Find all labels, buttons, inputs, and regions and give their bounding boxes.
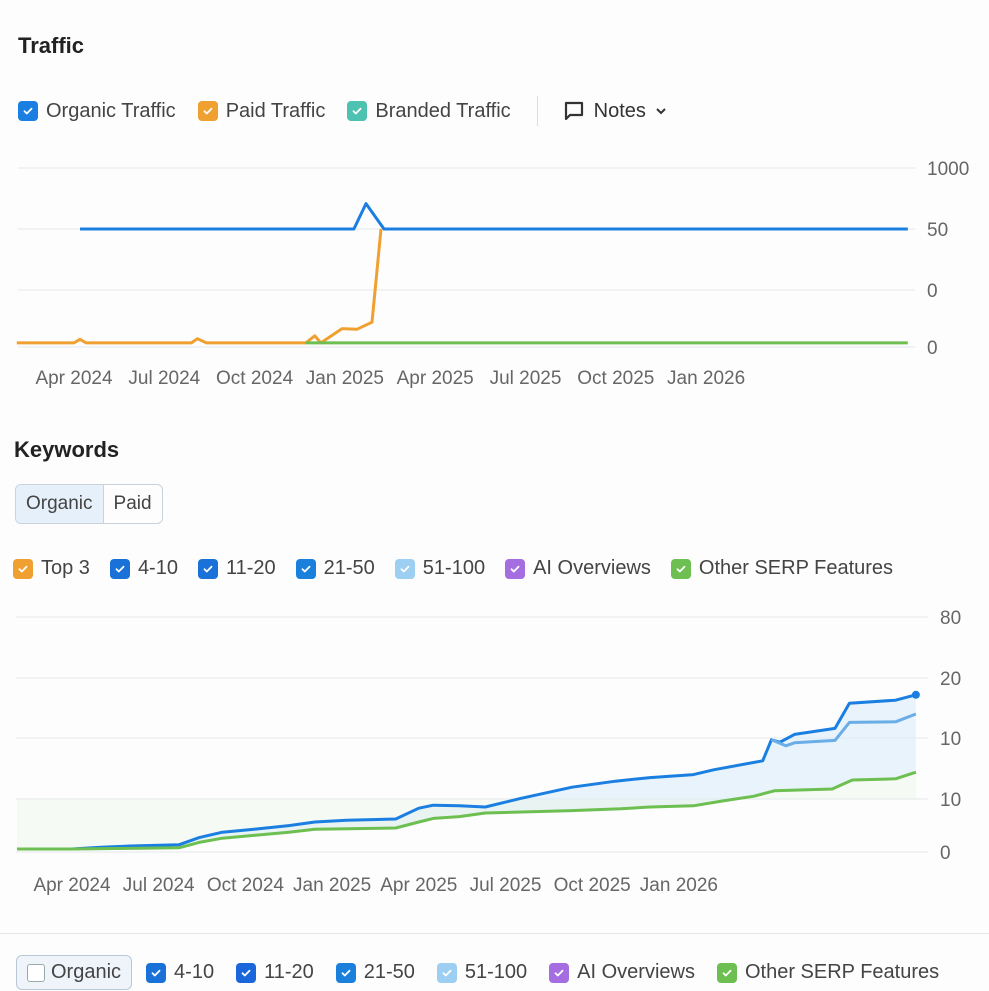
x-tick-label: Oct 2025 xyxy=(577,368,654,389)
series-line-total-4-10-to-51-100- xyxy=(17,693,917,851)
filter-4-10[interactable]: 4-10 xyxy=(146,961,214,984)
checkbox-checked-icon[interactable] xyxy=(236,962,257,983)
filter-ai-overviews[interactable]: AI Overviews xyxy=(549,961,695,984)
legend-branded-traffic[interactable]: Branded Traffic xyxy=(347,99,511,123)
x-tick-label: Apr 2024 xyxy=(35,368,113,389)
x-tick-label: Oct 2024 xyxy=(216,368,294,389)
legend-other-serp-features[interactable]: Other SERP Features xyxy=(670,557,894,580)
y-tick-label: 10 xyxy=(940,790,961,811)
legend-label: 51-100 xyxy=(464,961,528,983)
organic-filter-chip[interactable]: Organic xyxy=(16,955,133,990)
traffic-title: Traffic xyxy=(18,33,85,58)
series-line-51-100-lower-band xyxy=(770,712,917,748)
divider xyxy=(0,933,989,934)
checkbox-checked-icon[interactable] xyxy=(347,101,368,121)
legend-label: Branded Traffic xyxy=(375,99,511,122)
checkbox-checked-icon[interactable] xyxy=(197,558,218,579)
traffic-legend: Organic Traffic Paid Traffic Branded Tra… xyxy=(18,96,677,126)
last-point-marker xyxy=(911,690,920,699)
legend-11-20[interactable]: 11-20 xyxy=(197,557,276,580)
legend-4-10[interactable]: 4-10 xyxy=(109,557,178,580)
x-tick-label: Jul 2025 xyxy=(470,875,542,896)
legend-label: 51-100 xyxy=(422,557,486,579)
x-tick-label: Oct 2024 xyxy=(207,875,285,896)
y-tick-label: 0 xyxy=(927,281,938,302)
legend-organic-traffic[interactable]: Organic Traffic xyxy=(18,100,176,123)
x-tick-label: Apr 2025 xyxy=(380,875,457,896)
legend-label: Paid Traffic xyxy=(225,99,326,122)
keywords-chart: 0 10 10 20 80 Apr 2024 Jul 2024 Oct 2024 Jan 202… xyxy=(16,608,961,896)
x-tick-label: Jul 2024 xyxy=(123,875,195,896)
x-tick-label: Jan 2025 xyxy=(306,368,384,389)
legend-label: 11-20 xyxy=(264,961,314,983)
legend-label: Organic Traffic xyxy=(46,99,176,122)
toggle-organic[interactable]: Organic xyxy=(16,485,104,523)
divider xyxy=(536,96,538,126)
organic-label: Organic xyxy=(51,961,122,983)
checkbox-checked-icon[interactable] xyxy=(13,558,33,579)
legend-label: 11-20 xyxy=(225,557,276,579)
checkbox-checked-icon[interactable] xyxy=(670,558,691,579)
chevron-down-icon xyxy=(656,108,666,115)
x-tick-label: Apr 2025 xyxy=(397,368,474,389)
x-tick-label: Apr 2024 xyxy=(33,875,111,896)
legend-ai-overviews[interactable]: AI Overviews xyxy=(505,557,651,580)
toggle-paid[interactable]: Paid xyxy=(113,493,152,514)
x-tick-label: Jul 2024 xyxy=(128,368,200,389)
checkbox-unchecked-icon[interactable] xyxy=(27,963,45,982)
x-tick-label: Oct 2025 xyxy=(554,875,631,896)
x-tick-label: Jan 2025 xyxy=(293,875,371,896)
legend-label: 4-10 xyxy=(137,557,178,579)
filter-51-100[interactable]: 51-100 xyxy=(436,961,528,984)
y-tick-label: 0 xyxy=(940,843,951,864)
checkbox-checked-icon[interactable] xyxy=(436,962,457,983)
checkbox-checked-icon[interactable] xyxy=(505,558,526,579)
keywords-legend: Top 3 4-10 11-20 21-50 51-100 AI Overviews Oth… xyxy=(13,557,913,580)
checkbox-checked-icon[interactable] xyxy=(18,101,38,121)
y-tick-label: 0 xyxy=(927,338,938,359)
legend-label: Other SERP Features xyxy=(698,557,894,579)
bottom-legend: Organic 4-10 11-20 21-50 51-100 AI Overviews… xyxy=(16,955,961,990)
checkbox-checked-icon[interactable] xyxy=(716,962,737,983)
checkbox-checked-icon[interactable] xyxy=(335,962,356,983)
notes-label: Notes xyxy=(593,99,646,122)
x-tick-label: Jan 2026 xyxy=(640,875,718,896)
traffic-chart: 0 0 50 1000 Apr 2024 Jul 2024 Oct 2024 Jan 2025… xyxy=(16,159,969,389)
checkbox-checked-icon[interactable] xyxy=(295,558,316,579)
checkbox-checked-icon[interactable] xyxy=(394,558,415,579)
x-tick-label: Jan 2026 xyxy=(667,368,745,389)
legend-label: AI Overviews xyxy=(577,961,695,983)
comment-icon xyxy=(564,101,583,121)
keywords-type-toggle: Organic Paid xyxy=(15,484,163,524)
series-line-organic-traffic xyxy=(80,202,908,231)
legend-51-100[interactable]: 51-100 xyxy=(394,557,486,580)
keywords-title: Keywords xyxy=(14,437,120,462)
legend-label: 21-50 xyxy=(363,961,415,983)
y-tick-label: 1000 xyxy=(927,159,969,180)
y-tick-label: 80 xyxy=(940,608,961,629)
y-tick-label: 10 xyxy=(940,729,961,750)
legend-label: Top 3 xyxy=(41,557,90,579)
checkbox-checked-icon[interactable] xyxy=(109,558,130,579)
legend-21-50[interactable]: 21-50 xyxy=(295,557,375,580)
legend-label: Other SERP Features xyxy=(744,961,940,983)
notes-dropdown[interactable]: Notes xyxy=(562,99,677,123)
legend-label: 4-10 xyxy=(174,961,215,983)
y-tick-label: 50 xyxy=(927,220,948,241)
legend-top-3[interactable]: Top 3 xyxy=(13,557,90,580)
filter-21-50[interactable]: 21-50 xyxy=(335,961,415,984)
legend-paid-traffic[interactable]: Paid Traffic xyxy=(197,99,326,123)
area-fill xyxy=(17,694,916,849)
x-tick-label: Jul 2025 xyxy=(490,368,562,389)
filter-11-20[interactable]: 11-20 xyxy=(236,961,314,984)
checkbox-checked-icon[interactable] xyxy=(146,962,167,983)
y-tick-label: 20 xyxy=(940,669,961,690)
series-line-other-serp-features xyxy=(17,770,917,851)
legend-label: AI Overviews xyxy=(533,557,651,579)
legend-label: 21-50 xyxy=(323,557,375,579)
checkbox-checked-icon[interactable] xyxy=(197,101,218,121)
filter-other-serp-features[interactable]: Other SERP Features xyxy=(716,961,940,984)
checkbox-checked-icon[interactable] xyxy=(549,962,570,983)
